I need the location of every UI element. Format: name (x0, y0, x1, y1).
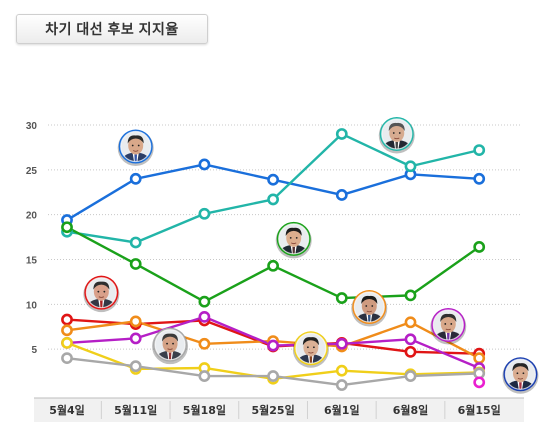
data-point-series-7 (267, 370, 279, 382)
y-tick-label: 15 (26, 256, 38, 267)
data-point-series-0 (198, 158, 211, 171)
data-point-series-2 (61, 221, 73, 234)
data-point-series-4 (198, 337, 211, 350)
portrait-blue-candidate-icon (117, 129, 154, 167)
portrait-red-candidate-icon (83, 275, 120, 313)
portrait-green-candidate-icon (275, 221, 312, 259)
data-point-series-7 (129, 360, 142, 373)
data-point-series-4 (473, 352, 486, 365)
x-tick-label: 5월11일 (114, 403, 157, 417)
data-point-series-5 (404, 333, 417, 346)
data-point-series-4 (129, 315, 142, 328)
data-point-series-5 (267, 339, 279, 352)
data-point-series-2 (198, 295, 211, 308)
portrait-purple-candidate-icon (430, 307, 467, 345)
data-point-series-6 (61, 336, 73, 349)
y-tick-label: 20 (26, 211, 38, 222)
data-point-series-1 (129, 236, 142, 249)
portrait-gray-candidate-icon (152, 327, 189, 365)
data-point-series-8 (473, 376, 486, 389)
data-point-series-2 (473, 241, 486, 253)
x-tick-label: 6월15일 (458, 403, 501, 417)
x-tick-label: 6월1일 (324, 403, 360, 417)
data-point-series-5 (129, 332, 142, 345)
data-point-series-1 (335, 128, 348, 140)
x-tick-label: 5월25일 (251, 403, 294, 417)
data-point-series-5 (335, 337, 348, 350)
data-point-series-6 (335, 364, 348, 377)
x-tick-label: 5월4일 (49, 403, 85, 417)
data-point-series-3 (404, 345, 417, 358)
data-point-series-0 (267, 173, 279, 186)
data-point-series-7 (61, 352, 73, 365)
data-point-series-1 (404, 160, 417, 173)
data-point-series-0 (129, 172, 142, 185)
data-point-series-4 (404, 316, 417, 329)
data-point-series-1 (473, 144, 486, 157)
data-point-series-0 (473, 172, 486, 185)
data-point-series-7 (335, 379, 348, 391)
data-point-series-1 (267, 193, 279, 206)
x-tick-label: 6월8일 (393, 403, 429, 417)
data-point-series-2 (267, 259, 279, 272)
y-tick-label: 30 (26, 121, 38, 132)
data-point-series-0 (335, 189, 348, 201)
portrait-orange-candidate-icon (351, 290, 388, 327)
y-tick-label: 5 (31, 345, 37, 356)
data-point-series-5 (198, 310, 211, 323)
x-tick-label: 5월18일 (183, 403, 226, 417)
portrait-navy-candidate-icon (502, 357, 539, 394)
series-line-0 (66, 163, 480, 222)
y-tick-label: 25 (26, 166, 38, 177)
portrait-teal-candidate-icon (378, 116, 415, 154)
data-point-series-7 (404, 370, 417, 382)
x-axis-band (34, 398, 524, 422)
data-point-series-2 (335, 292, 348, 304)
data-point-series-7 (198, 370, 211, 382)
y-tick-label: 10 (26, 300, 38, 311)
data-point-series-1 (198, 207, 211, 220)
data-point-series-4 (61, 324, 73, 337)
portrait-yellow-candidate-icon (292, 331, 329, 368)
chart-title-box: 차기 대선 후보 지지율 (16, 14, 208, 44)
data-point-series-2 (129, 258, 142, 270)
chart-title: 차기 대선 후보 지지율 (45, 21, 179, 37)
data-point-series-3 (61, 313, 73, 326)
data-point-series-2 (404, 289, 417, 302)
